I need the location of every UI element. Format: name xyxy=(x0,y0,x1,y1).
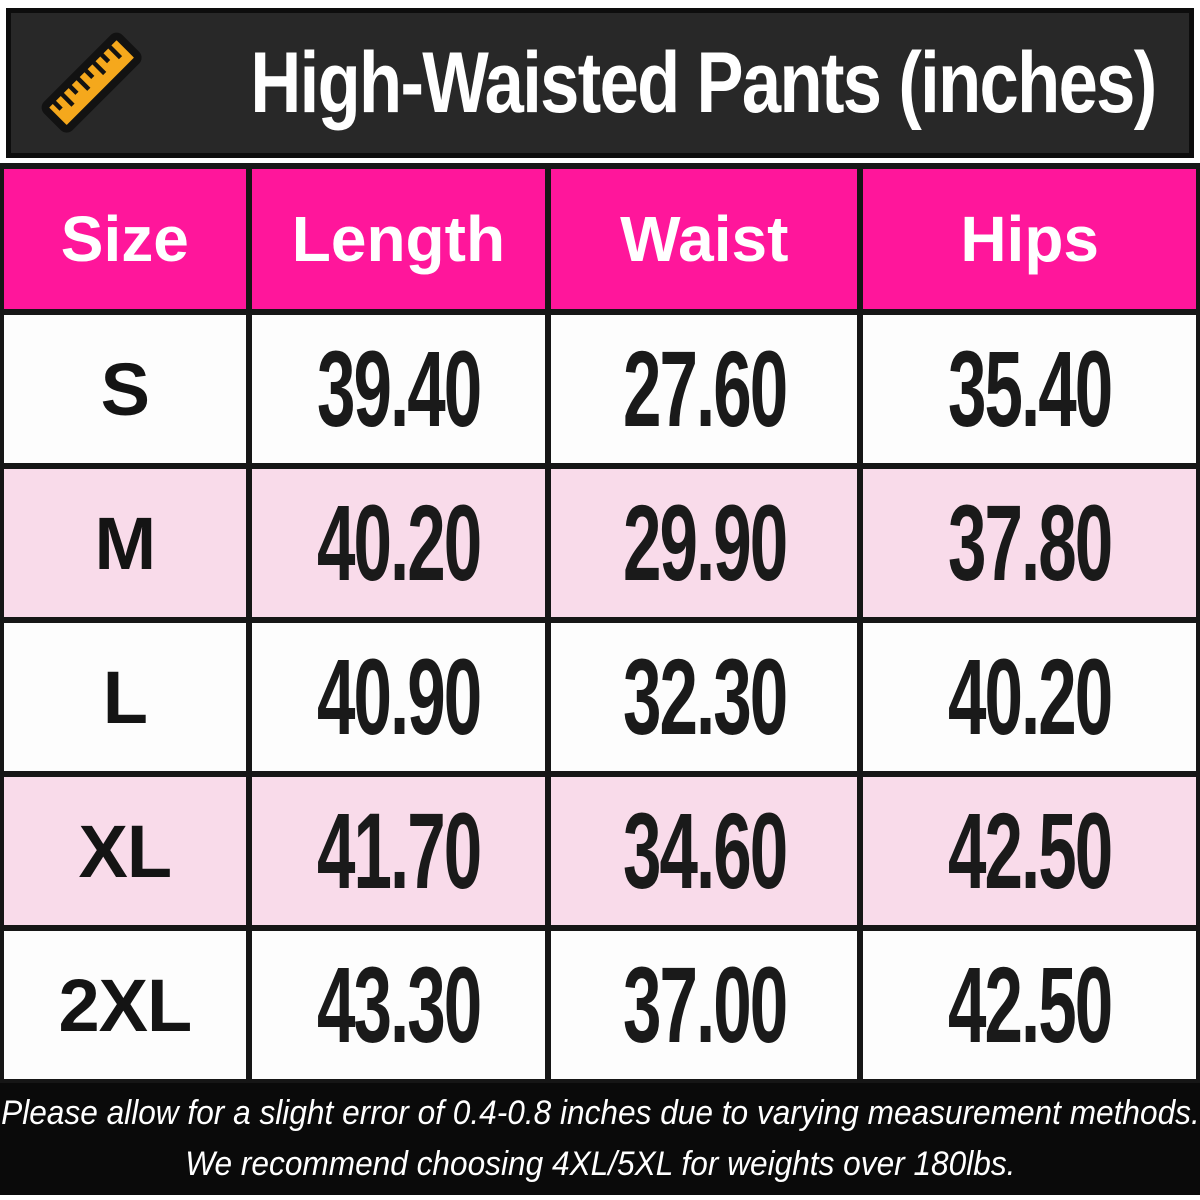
page-title: High-Waisted Pants (inches) xyxy=(151,40,1200,126)
row-s-length-cell: 39.40 xyxy=(251,315,546,463)
row-xl-waist-value: 34.60 xyxy=(622,790,788,911)
row-xl-hips-cell: 42.50 xyxy=(863,777,1196,925)
row-l-hips-cell: 40.20 xyxy=(863,623,1196,771)
row-m-length-cell: 40.20 xyxy=(251,469,546,617)
row-l-length-value: 40.90 xyxy=(316,636,482,757)
row-m-waist-cell: 29.90 xyxy=(551,469,858,617)
row-m-length-value: 40.20 xyxy=(316,482,482,603)
row-2xl-hips-value: 42.50 xyxy=(947,944,1113,1065)
footnote-line-2: We recommend choosing 4XL/5XL for weight… xyxy=(184,1145,1016,1183)
row-s-waist-cell: 27.60 xyxy=(551,315,858,463)
row-l-length-cell: 40.90 xyxy=(251,623,546,771)
size-table: Size Length Waist Hips S 39.40 27.60 35.… xyxy=(0,163,1200,1083)
col-header-hips: Hips xyxy=(863,169,1196,309)
row-xl-hips-value: 42.50 xyxy=(947,790,1113,911)
row-2xl-waist-value: 37.00 xyxy=(622,944,788,1065)
row-xl-waist-cell: 34.60 xyxy=(551,777,858,925)
row-2xl-size-cell: 2XL xyxy=(4,931,246,1079)
row-s-hips-value: 35.40 xyxy=(947,328,1113,449)
row-m-waist-value: 29.90 xyxy=(622,482,788,603)
row-m-hips-value: 37.80 xyxy=(947,482,1113,603)
col-header-length: Length xyxy=(251,169,546,309)
row-s-length-value: 39.40 xyxy=(316,328,482,449)
row-m-size-cell: M xyxy=(4,469,246,617)
page-title-text: High-Waisted Pants (inches) xyxy=(250,35,1157,131)
row-2xl-length-cell: 43.30 xyxy=(251,931,546,1079)
row-xl-length-cell: 41.70 xyxy=(251,777,546,925)
row-s-hips-cell: 35.40 xyxy=(863,315,1196,463)
title-banner: High-Waisted Pants (inches) xyxy=(6,8,1194,158)
row-l-hips-value: 40.20 xyxy=(947,636,1113,757)
row-l-waist-value: 32.30 xyxy=(622,636,788,757)
row-s-waist-value: 27.60 xyxy=(622,328,788,449)
ruler-icon xyxy=(33,24,151,142)
col-header-size: Size xyxy=(4,169,246,309)
row-2xl-length-value: 43.30 xyxy=(316,944,482,1065)
size-chart-page: High-Waisted Pants (inches) Size Length … xyxy=(0,8,1200,1200)
col-header-waist: Waist xyxy=(551,169,858,309)
row-2xl-waist-cell: 37.00 xyxy=(551,931,858,1079)
row-s-size-cell: S xyxy=(4,315,246,463)
row-xl-length-value: 41.70 xyxy=(316,790,482,911)
footnote-bar: Please allow for a slight error of 0.4-0… xyxy=(0,1083,1200,1195)
row-2xl-hips-cell: 42.50 xyxy=(863,931,1196,1079)
footnote-line-1: Please allow for a slight error of 0.4-0… xyxy=(0,1094,1200,1132)
row-xl-size-cell: XL xyxy=(4,777,246,925)
row-l-waist-cell: 32.30 xyxy=(551,623,858,771)
row-l-size-cell: L xyxy=(4,623,246,771)
row-m-hips-cell: 37.80 xyxy=(863,469,1196,617)
